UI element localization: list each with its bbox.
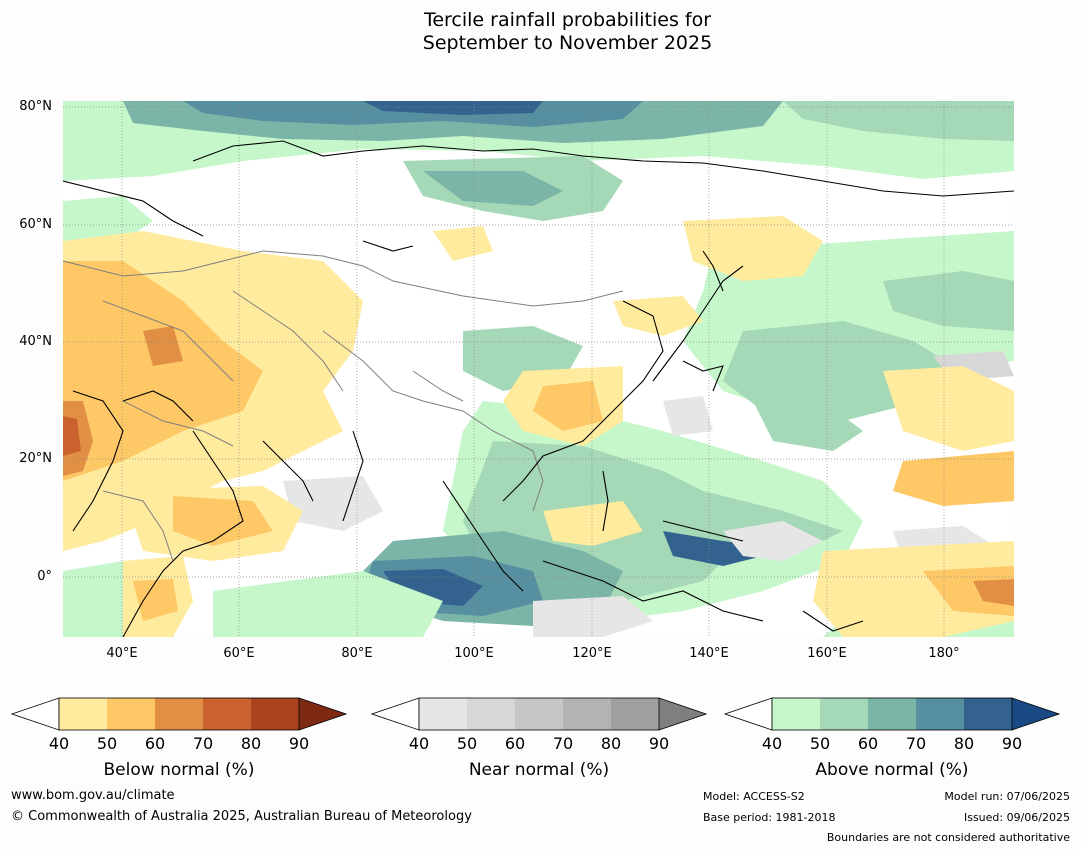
- lon-label-160e: 160°E: [807, 646, 847, 661]
- colorbar-below-max-triangle: [299, 698, 346, 730]
- colorbar-below-tick: 90: [288, 734, 310, 753]
- lat-label-20n: 20°N: [19, 451, 52, 466]
- lon-label-40e: 40°E: [106, 646, 138, 661]
- colorbar-near-caption: Near normal (%): [468, 760, 610, 780]
- country-borders: [63, 250, 624, 562]
- colorbar-near-swatch-3: [515, 698, 563, 730]
- colorbar-above-swatch-1: [772, 698, 820, 730]
- lon-label-60e: 60°E: [223, 646, 255, 661]
- colorbar-near-tick: 70: [552, 734, 574, 753]
- colorbar-below-normal: [10, 697, 348, 731]
- colorbar-above-swatch-2: [820, 698, 868, 730]
- issued-text: Issued: 09/06/2025: [963, 811, 1070, 824]
- colorbar-below-min-triangle: [10, 697, 60, 731]
- colorbar-above-tick: 70: [905, 734, 927, 753]
- colorbar-below-swatch-3: [155, 698, 203, 730]
- colorbar-below-tick: 70: [192, 734, 214, 753]
- colorbar-above-tick: 80: [953, 734, 975, 753]
- colorbar-near-min-triangle: [370, 697, 420, 731]
- colorbar-near-tick: 50: [456, 734, 478, 753]
- above-normal-regions: [63, 101, 1014, 637]
- colorbar-below-tick: 50: [96, 734, 118, 753]
- lon-label-140e: 140°E: [689, 646, 729, 661]
- lon-label-120e: 120°E: [572, 646, 612, 661]
- lat-label-60n: 60°N: [19, 217, 52, 232]
- colorbar-below-swatch-4: [203, 698, 251, 730]
- colorbar-below-swatch-1: [59, 698, 107, 730]
- colorbar-above-normal: [723, 697, 1061, 731]
- colorbar-below-swatch-5: [251, 698, 299, 730]
- base-period-text: Base period: 1981-2018: [703, 811, 836, 824]
- colorbar-above-min-triangle: [723, 697, 773, 731]
- colorbar-above-max-triangle: [1012, 698, 1059, 730]
- colorbar-near-swatch-5: [611, 698, 659, 730]
- colorbar-near-swatch-1: [419, 698, 467, 730]
- colorbar-near-tick: 60: [504, 734, 526, 753]
- colorbar-above-swatch-4: [916, 698, 964, 730]
- colorbar-below-swatch-2: [107, 698, 155, 730]
- colorbar-above-swatch-5: [964, 698, 1012, 730]
- rainfall-probability-map[interactable]: [63, 101, 1014, 637]
- colorbar-above-svg: [723, 697, 1061, 731]
- model-text: Model: ACCESS-S2: [703, 790, 805, 803]
- colorbar-near-swatch-4: [563, 698, 611, 730]
- map-svg: [63, 101, 1014, 637]
- website-link[interactable]: www.bom.gov.au/climate: [11, 788, 175, 803]
- colorbar-near-tick: 90: [648, 734, 670, 753]
- colorbar-near-svg: [370, 697, 708, 731]
- colorbar-above-caption: Above normal (%): [815, 760, 969, 780]
- lon-label-80e: 80°E: [341, 646, 373, 661]
- colorbar-above-swatch-3: [868, 698, 916, 730]
- lat-label-40n: 40°N: [19, 334, 52, 349]
- lat-label-80n: 80°N: [19, 99, 52, 114]
- colorbar-near-tick: 80: [600, 734, 622, 753]
- below-normal-regions: [63, 216, 1014, 637]
- disclaimer-text: Boundaries are not considered authoritat…: [826, 831, 1070, 844]
- title-line-1: Tercile rainfall probabilities for: [423, 9, 712, 31]
- colorbar-below-tick: 60: [144, 734, 166, 753]
- model-run-text: Model run: 07/06/2025: [944, 790, 1070, 803]
- colorbar-below-tick: 40: [48, 734, 70, 753]
- colorbar-near-swatch-2: [467, 698, 515, 730]
- colorbar-above-tick: 50: [809, 734, 831, 753]
- colorbar-below-tick: 80: [240, 734, 262, 753]
- lat-label-0: 0°: [37, 569, 52, 584]
- colorbar-below-caption: Below normal (%): [103, 760, 255, 780]
- colorbar-above-tick: 60: [857, 734, 879, 753]
- lon-label-100e: 100°E: [454, 646, 494, 661]
- colorbar-below-svg: [10, 697, 348, 731]
- colorbar-above-tick: 90: [1001, 734, 1023, 753]
- copyright-text: © Commonwealth of Australia 2025, Austra…: [11, 809, 472, 824]
- coastlines: [63, 140, 1014, 637]
- title-line-2: September to November 2025: [422, 32, 713, 54]
- lon-label-180: 180°: [928, 646, 960, 661]
- colorbar-near-tick: 40: [408, 734, 430, 753]
- colorbar-near-max-triangle: [659, 698, 706, 730]
- map-title: Tercile rainfall probabilities for Septe…: [0, 9, 1081, 55]
- colorbar-above-tick: 40: [761, 734, 783, 753]
- colorbar-near-normal: [370, 697, 708, 731]
